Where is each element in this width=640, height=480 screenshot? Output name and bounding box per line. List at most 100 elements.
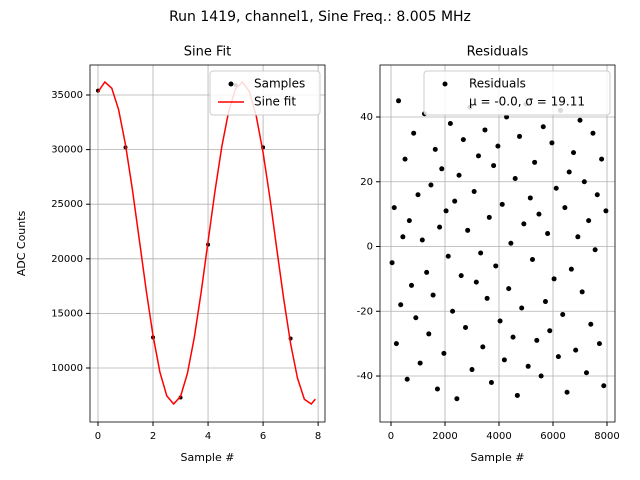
data-point [553, 185, 559, 191]
data-point [478, 250, 484, 256]
data-point [434, 386, 440, 392]
data-point [396, 98, 402, 104]
y-tick-label: 20 [360, 177, 373, 188]
x-tick-label: 8 [315, 431, 321, 442]
data-point [398, 302, 404, 308]
data-point [409, 282, 415, 288]
data-point [545, 231, 551, 237]
data-point [456, 172, 462, 178]
x-tick-label: 2000 [432, 431, 457, 442]
data-point [450, 308, 456, 314]
data-point [549, 140, 555, 146]
data-point [447, 120, 453, 126]
legend-box [423, 70, 611, 116]
data-point [424, 269, 430, 275]
data-point [441, 350, 447, 356]
data-point [419, 237, 425, 243]
data-point [534, 337, 540, 343]
data-point [560, 312, 566, 318]
data-point [458, 273, 464, 279]
data-point [445, 253, 451, 259]
data-point [417, 360, 423, 366]
series-group [389, 98, 609, 402]
data-point [480, 344, 486, 350]
data-point [413, 315, 419, 321]
x-tick-label: 8000 [594, 431, 619, 442]
legend-label: Sine fit [254, 95, 296, 109]
data-point [571, 150, 577, 156]
x-tick-label: 4000 [486, 431, 511, 442]
data-point [551, 276, 557, 282]
data-point [506, 286, 512, 292]
data-point [488, 379, 494, 385]
data-point [547, 328, 553, 334]
data-point [527, 195, 533, 201]
data-point [529, 256, 535, 262]
data-point [519, 305, 525, 311]
axes-frame [379, 64, 616, 423]
data-point [475, 153, 481, 159]
data-point [521, 221, 527, 227]
data-point [510, 334, 516, 340]
y-tick-label: 35000 [51, 90, 83, 101]
data-point [603, 208, 609, 214]
data-point [389, 260, 395, 266]
data-point [512, 176, 518, 182]
data-point [393, 341, 399, 347]
data-point [601, 383, 607, 389]
y-tick-label: 20000 [51, 254, 83, 265]
data-point [575, 234, 581, 240]
data-point [493, 263, 499, 269]
data-point [402, 156, 408, 162]
data-point [583, 370, 589, 376]
data-point [581, 179, 587, 185]
data-point [579, 289, 585, 295]
data-point [484, 295, 490, 301]
data-point [514, 392, 520, 398]
data-point [428, 182, 434, 188]
data-point [590, 130, 596, 136]
figure-title: Run 1419, channel1, Sine Freq.: 8.005 MH… [169, 9, 471, 25]
data-point [542, 299, 548, 305]
x-tick-label: 2 [150, 431, 156, 442]
data-point [454, 396, 460, 402]
y-tick-label: 30000 [51, 145, 83, 156]
data-point [469, 367, 475, 373]
y-tick-label: 10000 [51, 363, 83, 374]
y-tick-label: 40 [360, 112, 373, 123]
legend-swatch [228, 81, 234, 87]
data-point [400, 234, 406, 240]
data-point [573, 347, 579, 353]
data-point [564, 389, 570, 395]
data-point [592, 247, 598, 253]
data-point [463, 324, 469, 330]
y-tick-label: 25000 [51, 199, 83, 210]
data-point [411, 130, 417, 136]
data-point [594, 192, 600, 198]
legend-label: Residuals [469, 77, 526, 91]
data-point [482, 127, 488, 133]
axes-title: Sine Fit [184, 45, 231, 60]
data-point [443, 208, 449, 214]
data-point [465, 227, 471, 233]
data-point [404, 376, 410, 382]
data-point [499, 201, 505, 207]
x-tick-label: 0 [95, 431, 101, 442]
x-tick-label: 6000 [540, 431, 565, 442]
data-point [555, 354, 561, 360]
data-point [501, 357, 507, 363]
data-point [497, 318, 503, 324]
data-point [588, 321, 594, 327]
data-point [538, 373, 544, 379]
data-point [517, 133, 523, 139]
data-point [471, 188, 477, 194]
data-point [540, 124, 546, 130]
data-point [495, 143, 501, 149]
y-axis-label: ADC Counts [15, 210, 28, 276]
data-point [568, 266, 574, 272]
data-point [426, 331, 432, 337]
data-point [437, 224, 443, 230]
y-tick-label: -40 [357, 371, 373, 382]
data-point [473, 279, 479, 285]
